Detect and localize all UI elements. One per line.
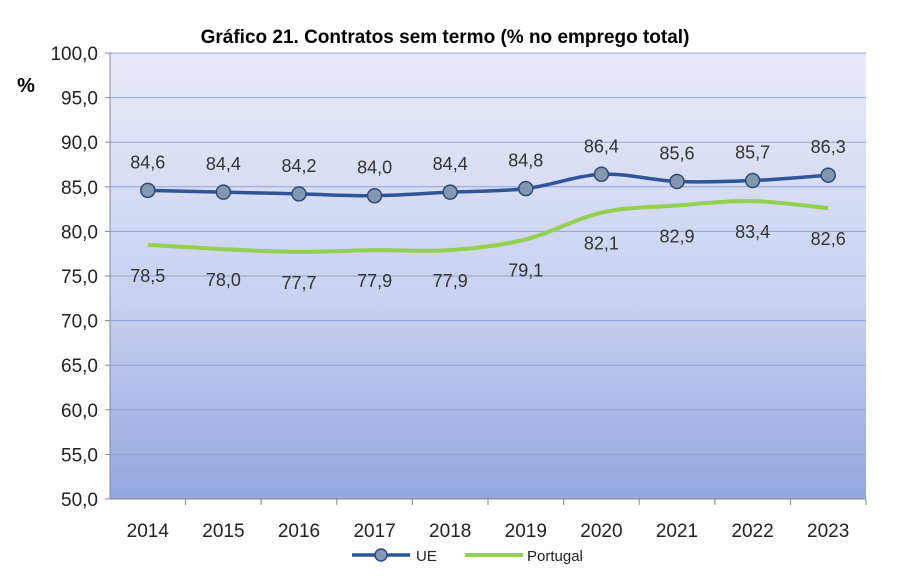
series-line-portugal bbox=[147, 199, 829, 254]
y-tick-label: 75,0 bbox=[61, 267, 98, 288]
data-point-ue bbox=[518, 180, 534, 197]
x-tick-label: 2021 bbox=[656, 521, 698, 542]
data-point-ue bbox=[744, 172, 761, 189]
data-label-ue: 84,4 bbox=[433, 154, 468, 174]
data-point-ue bbox=[593, 166, 610, 183]
data-point-ue bbox=[366, 187, 383, 204]
chart-title: Gráfico 21. Contratos sem termo (% no em… bbox=[201, 27, 690, 48]
data-label-portugal: 83,4 bbox=[735, 222, 770, 242]
x-tick-label: 2022 bbox=[731, 521, 773, 542]
legend-label-portugal: Portugal bbox=[527, 548, 583, 565]
y-tick-label: 50,0 bbox=[61, 490, 98, 511]
x-tick-label: 2020 bbox=[580, 521, 622, 542]
data-point-ue bbox=[442, 184, 458, 200]
data-label-portugal: 79,1 bbox=[508, 260, 543, 280]
y-tick-label: 100,0 bbox=[50, 44, 98, 65]
y-tick-label: 85,0 bbox=[61, 178, 98, 199]
data-label-ue: 84,2 bbox=[281, 156, 316, 176]
y-axis-label: % bbox=[17, 75, 35, 97]
legend-label-ue: UE bbox=[416, 548, 437, 565]
y-tick-label: 90,0 bbox=[61, 133, 98, 154]
x-tick-label: 2014 bbox=[127, 521, 170, 542]
data-label-portugal: 77,7 bbox=[281, 273, 316, 293]
data-label-portugal: 78,5 bbox=[130, 266, 165, 286]
data-label-ue: 86,4 bbox=[584, 136, 619, 156]
y-tick-label: 95,0 bbox=[61, 89, 98, 110]
y-tick-label: 65,0 bbox=[61, 356, 98, 377]
data-label-portugal: 82,6 bbox=[811, 229, 846, 249]
data-point-ue bbox=[669, 173, 685, 190]
data-point-ue bbox=[291, 186, 307, 202]
data-point-ue bbox=[820, 167, 836, 183]
data-label-portugal: 82,1 bbox=[584, 234, 619, 254]
data-point-ue bbox=[140, 182, 156, 199]
data-label-portugal: 77,9 bbox=[433, 271, 468, 291]
data-label-ue: 85,6 bbox=[659, 143, 694, 163]
legend-marker-ue bbox=[374, 548, 388, 562]
data-label-portugal: 78,0 bbox=[206, 270, 241, 290]
series-line-ue bbox=[147, 172, 829, 198]
data-point-ue bbox=[215, 184, 232, 200]
data-label-ue: 84,0 bbox=[357, 158, 392, 178]
y-tick-label: 55,0 bbox=[61, 445, 98, 466]
y-tick-label: 80,0 bbox=[61, 222, 98, 243]
data-label-ue: 84,4 bbox=[206, 154, 241, 174]
x-tick-label: 2016 bbox=[278, 521, 320, 542]
x-tick-label: 2018 bbox=[429, 521, 471, 542]
data-label-portugal: 82,9 bbox=[659, 227, 694, 247]
y-tick-label: 60,0 bbox=[61, 401, 98, 422]
y-tick-label: 70,0 bbox=[61, 312, 98, 333]
data-label-ue: 84,8 bbox=[508, 151, 543, 171]
data-label-ue: 84,6 bbox=[130, 152, 165, 172]
data-label-portugal: 77,9 bbox=[357, 271, 392, 291]
x-tick-label: 2015 bbox=[202, 521, 244, 542]
x-tick-label: 2017 bbox=[353, 521, 395, 542]
x-tick-label: 2023 bbox=[807, 521, 849, 542]
data-label-ue: 86,3 bbox=[811, 137, 846, 157]
data-label-ue: 85,7 bbox=[735, 143, 770, 163]
x-tick-label: 2019 bbox=[505, 521, 547, 542]
